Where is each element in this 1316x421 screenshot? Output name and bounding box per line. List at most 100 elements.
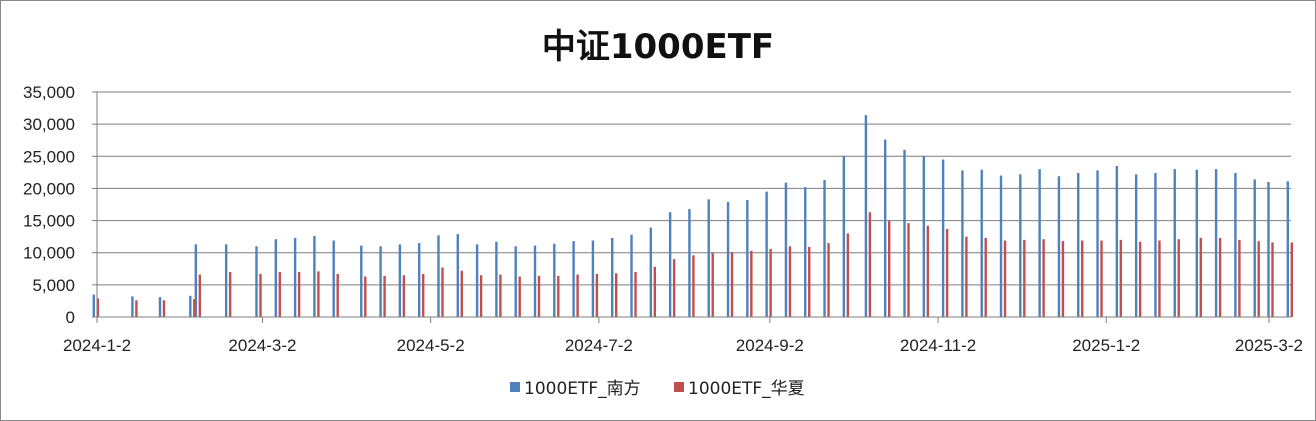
- bar-southern: [1154, 173, 1157, 317]
- x-tick-label: 2024-1-2: [63, 336, 131, 355]
- legend-label: 1000ETF_南方: [524, 379, 641, 399]
- bar-southern: [1038, 169, 1041, 317]
- bar-southern: [475, 244, 479, 317]
- legend-item-huaxia: 1000ETF_华夏: [674, 379, 805, 399]
- bar-southern: [293, 237, 297, 317]
- legend: 1000ETF_南方 1000ETF_华夏: [510, 379, 805, 399]
- bar-southern: [1173, 169, 1176, 317]
- bar-southern: [189, 295, 192, 317]
- bar-huaxia: [162, 300, 166, 317]
- bar-huaxia: [317, 271, 320, 317]
- bar-huaxia: [1271, 242, 1274, 317]
- bar-southern: [688, 209, 691, 317]
- bar-southern: [1019, 174, 1022, 317]
- bar-southern: [92, 294, 95, 317]
- x-tick-label: 2024-11-2: [900, 336, 976, 355]
- bar-southern: [194, 244, 198, 317]
- x-tick-labels: 2024-1-2 2024-3-2 2024-5-2 2024-7-2 2024-9-2…: [63, 317, 1303, 355]
- bar-huaxia: [135, 300, 138, 317]
- bar-southern: [999, 175, 1003, 317]
- bar-southern: [804, 187, 807, 317]
- x-tick-label: 2024-7-2: [565, 336, 633, 355]
- bar-huaxia: [1238, 239, 1241, 317]
- bar-huaxia: [788, 246, 792, 317]
- bar-huaxia: [441, 267, 444, 317]
- bar-huaxia: [259, 273, 262, 317]
- bar-huaxia: [1061, 241, 1065, 317]
- bar-huaxia: [965, 236, 968, 317]
- bar-southern: [922, 156, 926, 317]
- bar-southern: [274, 239, 277, 317]
- x-tick-label: 2025-3-2: [1235, 336, 1303, 355]
- bar-southern: [1134, 174, 1138, 317]
- bar-southern: [884, 139, 887, 317]
- x-tick-label: 2024-9-2: [736, 336, 804, 355]
- bar-huaxia: [499, 274, 502, 317]
- bar-southern: [533, 245, 537, 317]
- legend-swatch: [510, 382, 520, 392]
- bar-southern: [864, 115, 868, 317]
- bar-huaxia: [96, 298, 99, 317]
- bar-southern: [332, 240, 335, 317]
- bar-southern: [1286, 181, 1289, 317]
- bar-huaxia: [868, 212, 872, 317]
- bar-southern: [1195, 169, 1198, 317]
- bar-southern: [765, 191, 768, 317]
- bar-huaxia: [1218, 237, 1222, 317]
- bar-southern: [649, 227, 653, 317]
- bar-southern: [941, 159, 945, 317]
- bar-huaxia: [1138, 241, 1142, 317]
- bar-southern: [842, 156, 846, 317]
- x-tick-label: 2025-1-2: [1072, 336, 1140, 355]
- bar-huaxia: [1100, 240, 1103, 317]
- bar-huaxia: [926, 225, 930, 317]
- bar-southern: [417, 243, 421, 317]
- bar-southern: [903, 149, 906, 317]
- bar-huaxia: [615, 273, 618, 317]
- bar-southern: [131, 296, 134, 317]
- y-tick-label: 15,000: [23, 212, 75, 231]
- bar-southern: [1253, 179, 1256, 317]
- bar-huaxia: [730, 252, 734, 317]
- bar-huaxia: [634, 272, 637, 317]
- bar-southern: [398, 244, 402, 317]
- bar-huaxia: [846, 233, 850, 317]
- bar-huaxia: [1199, 237, 1202, 317]
- legend-item-southern: 1000ETF_南方: [510, 379, 641, 399]
- bar-southern: [611, 237, 614, 317]
- bar-huaxia: [278, 272, 281, 317]
- y-tick-label: 30,000: [23, 115, 75, 134]
- x-tick-label: 2024-5-2: [397, 336, 465, 355]
- bar-southern: [1077, 173, 1080, 317]
- bar-huaxia: [1158, 240, 1161, 317]
- bar-huaxia: [808, 246, 811, 317]
- bar-southern: [224, 244, 228, 317]
- bar-huaxia: [945, 228, 949, 317]
- bar-huaxia: [711, 252, 714, 317]
- bar-southern: [360, 245, 363, 317]
- bar-huaxia: [1042, 239, 1045, 317]
- bar-southern: [1057, 176, 1061, 317]
- axes: [96, 92, 1291, 318]
- bar-southern: [1096, 170, 1099, 317]
- bar-huaxia: [557, 275, 560, 317]
- bar-huaxia: [1177, 239, 1180, 317]
- legend-swatch: [674, 382, 684, 392]
- bar-huaxia: [1119, 239, 1123, 317]
- y-tick-label: 5,000: [32, 276, 75, 295]
- bar-southern: [437, 235, 440, 317]
- bar-huaxia: [198, 274, 202, 317]
- bar-southern: [591, 240, 595, 317]
- bar-huaxia: [769, 248, 772, 317]
- bar-southern: [158, 297, 162, 317]
- x-tick-label: 2024-3-2: [228, 336, 296, 355]
- bar-southern: [1115, 165, 1119, 317]
- bar-huaxia: [1023, 239, 1026, 317]
- bar-huaxia: [576, 274, 579, 317]
- bar-southern: [1234, 173, 1237, 317]
- bar-southern: [553, 243, 556, 317]
- bar-southern: [961, 170, 964, 317]
- bar-southern: [746, 200, 749, 317]
- bar-huaxia: [479, 275, 483, 317]
- bar-huaxia: [907, 223, 910, 317]
